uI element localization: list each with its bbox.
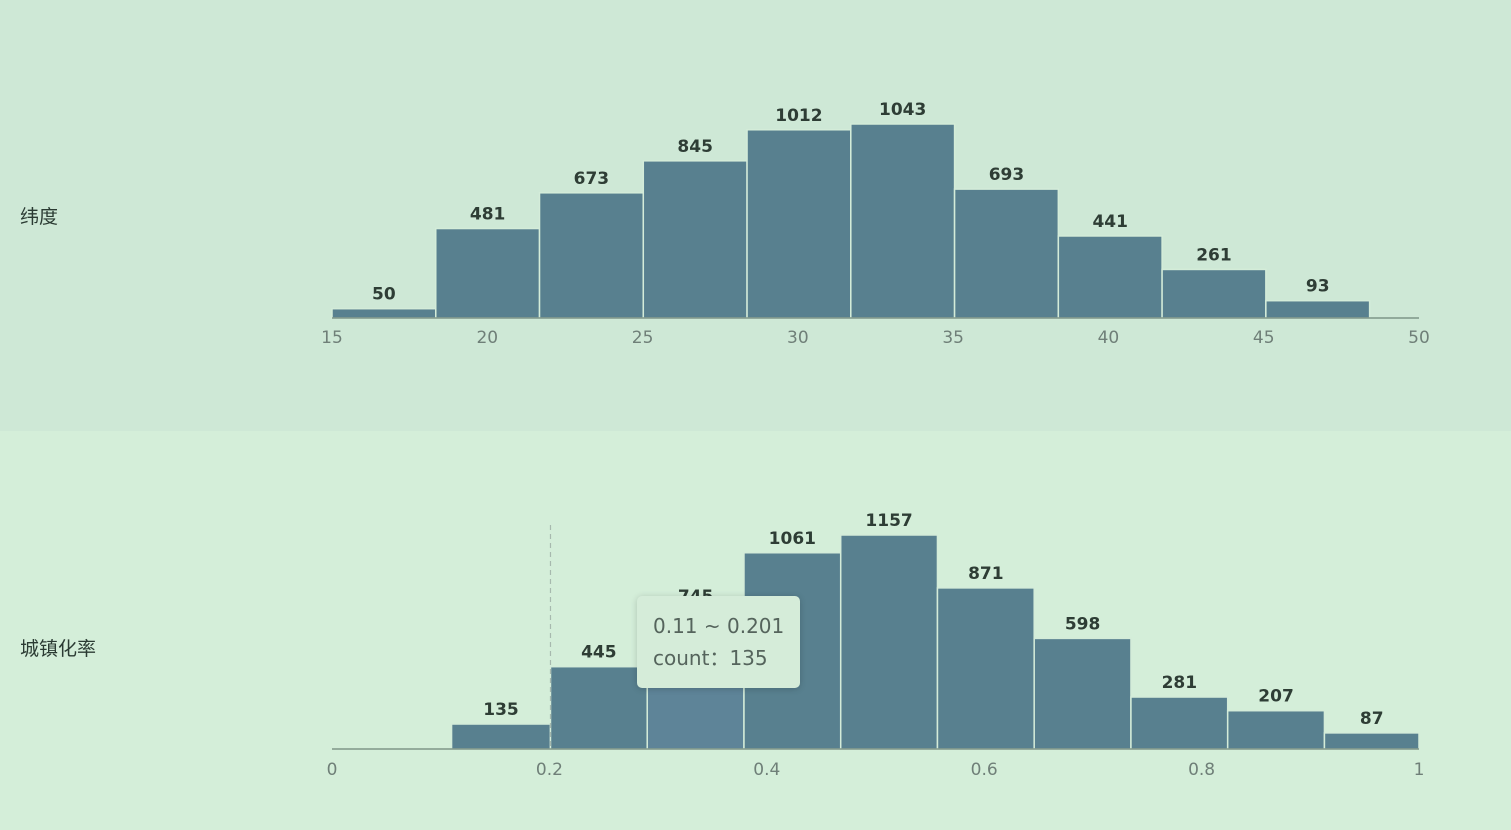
bar[interactable] [1226,709,1326,750]
bar[interactable] [1130,696,1229,750]
bar-value-label: 673 [574,169,610,189]
bar-value-label: 598 [1065,614,1101,634]
tooltip-count-label: count： [653,646,730,670]
bar[interactable] [850,123,956,319]
bar[interactable] [435,227,541,319]
bar-value-label: 1061 [769,529,816,549]
bar-value-label: 50 [372,285,396,305]
bar[interactable] [953,188,1060,319]
x-tick-label: 15 [321,328,343,348]
bar-value-label: 1043 [879,100,926,120]
bar[interactable] [1161,268,1267,319]
bar-value-label: 441 [1092,212,1128,232]
x-tick-label: 35 [942,328,964,348]
bar[interactable] [1033,637,1132,750]
x-tick-label: 1 [1414,760,1425,780]
x-tick-label: 40 [1098,328,1120,348]
bar[interactable] [746,129,852,319]
bar-value-label: 481 [470,205,506,225]
bar-value-label: 87 [1360,709,1384,729]
x-tick-label: 0.8 [1188,760,1215,780]
bar[interactable] [839,534,939,750]
bar[interactable] [331,307,437,319]
bar[interactable] [549,665,648,750]
bar-value-label: 135 [483,700,519,720]
urbanization-panel: 城镇化率 135445745106111578715982812078700.2… [0,431,1511,830]
bar[interactable] [538,192,645,319]
x-tick-label: 25 [632,328,654,348]
tooltip-count-value: 135 [729,646,768,670]
x-tick-label: 50 [1408,328,1430,348]
x-tick-label: 0 [327,760,338,780]
x-tick-label: 20 [476,328,498,348]
bar[interactable] [450,723,552,750]
bar-value-label: 281 [1162,673,1198,693]
bar-value-label: 207 [1258,687,1294,707]
bar[interactable] [642,160,748,319]
row-label: 城镇化率 [20,638,97,660]
tooltip-count: count：135 [653,642,784,674]
bar-value-label: 1157 [865,511,912,531]
latitude-panel: 纬度 50 481 673 845 1012 1043 693 441 261 93 15 20 25 3… [0,0,1511,431]
latitude-histogram: 50 481 673 845 1012 1043 693 441 261 93 15 20 25 30 35… [321,100,1430,348]
bar-value-label: 445 [581,643,617,663]
tooltip: 0.11 ~ 0.201 count：135 [637,596,801,688]
x-tick-label: 0.4 [753,760,780,780]
row-label: 纬度 [20,206,59,228]
bar[interactable] [1323,732,1420,750]
bar[interactable] [1057,235,1163,319]
x-tick-label: 45 [1253,328,1275,348]
x-tick-label: 0.2 [536,760,563,780]
bar[interactable] [1265,299,1371,319]
bar-value-label: 93 [1306,277,1330,297]
tooltip-range: 0.11 ~ 0.201 [653,614,785,638]
x-tick-label: 0.6 [971,760,998,780]
bar-value-label: 871 [968,564,1004,584]
bar-value-label: 261 [1196,245,1232,265]
bar[interactable] [936,587,1035,750]
bar-value-label: 845 [677,137,713,157]
x-tick-label: 30 [787,328,809,348]
bar-value-label: 693 [989,165,1025,185]
bar-value-label: 1012 [775,106,822,126]
